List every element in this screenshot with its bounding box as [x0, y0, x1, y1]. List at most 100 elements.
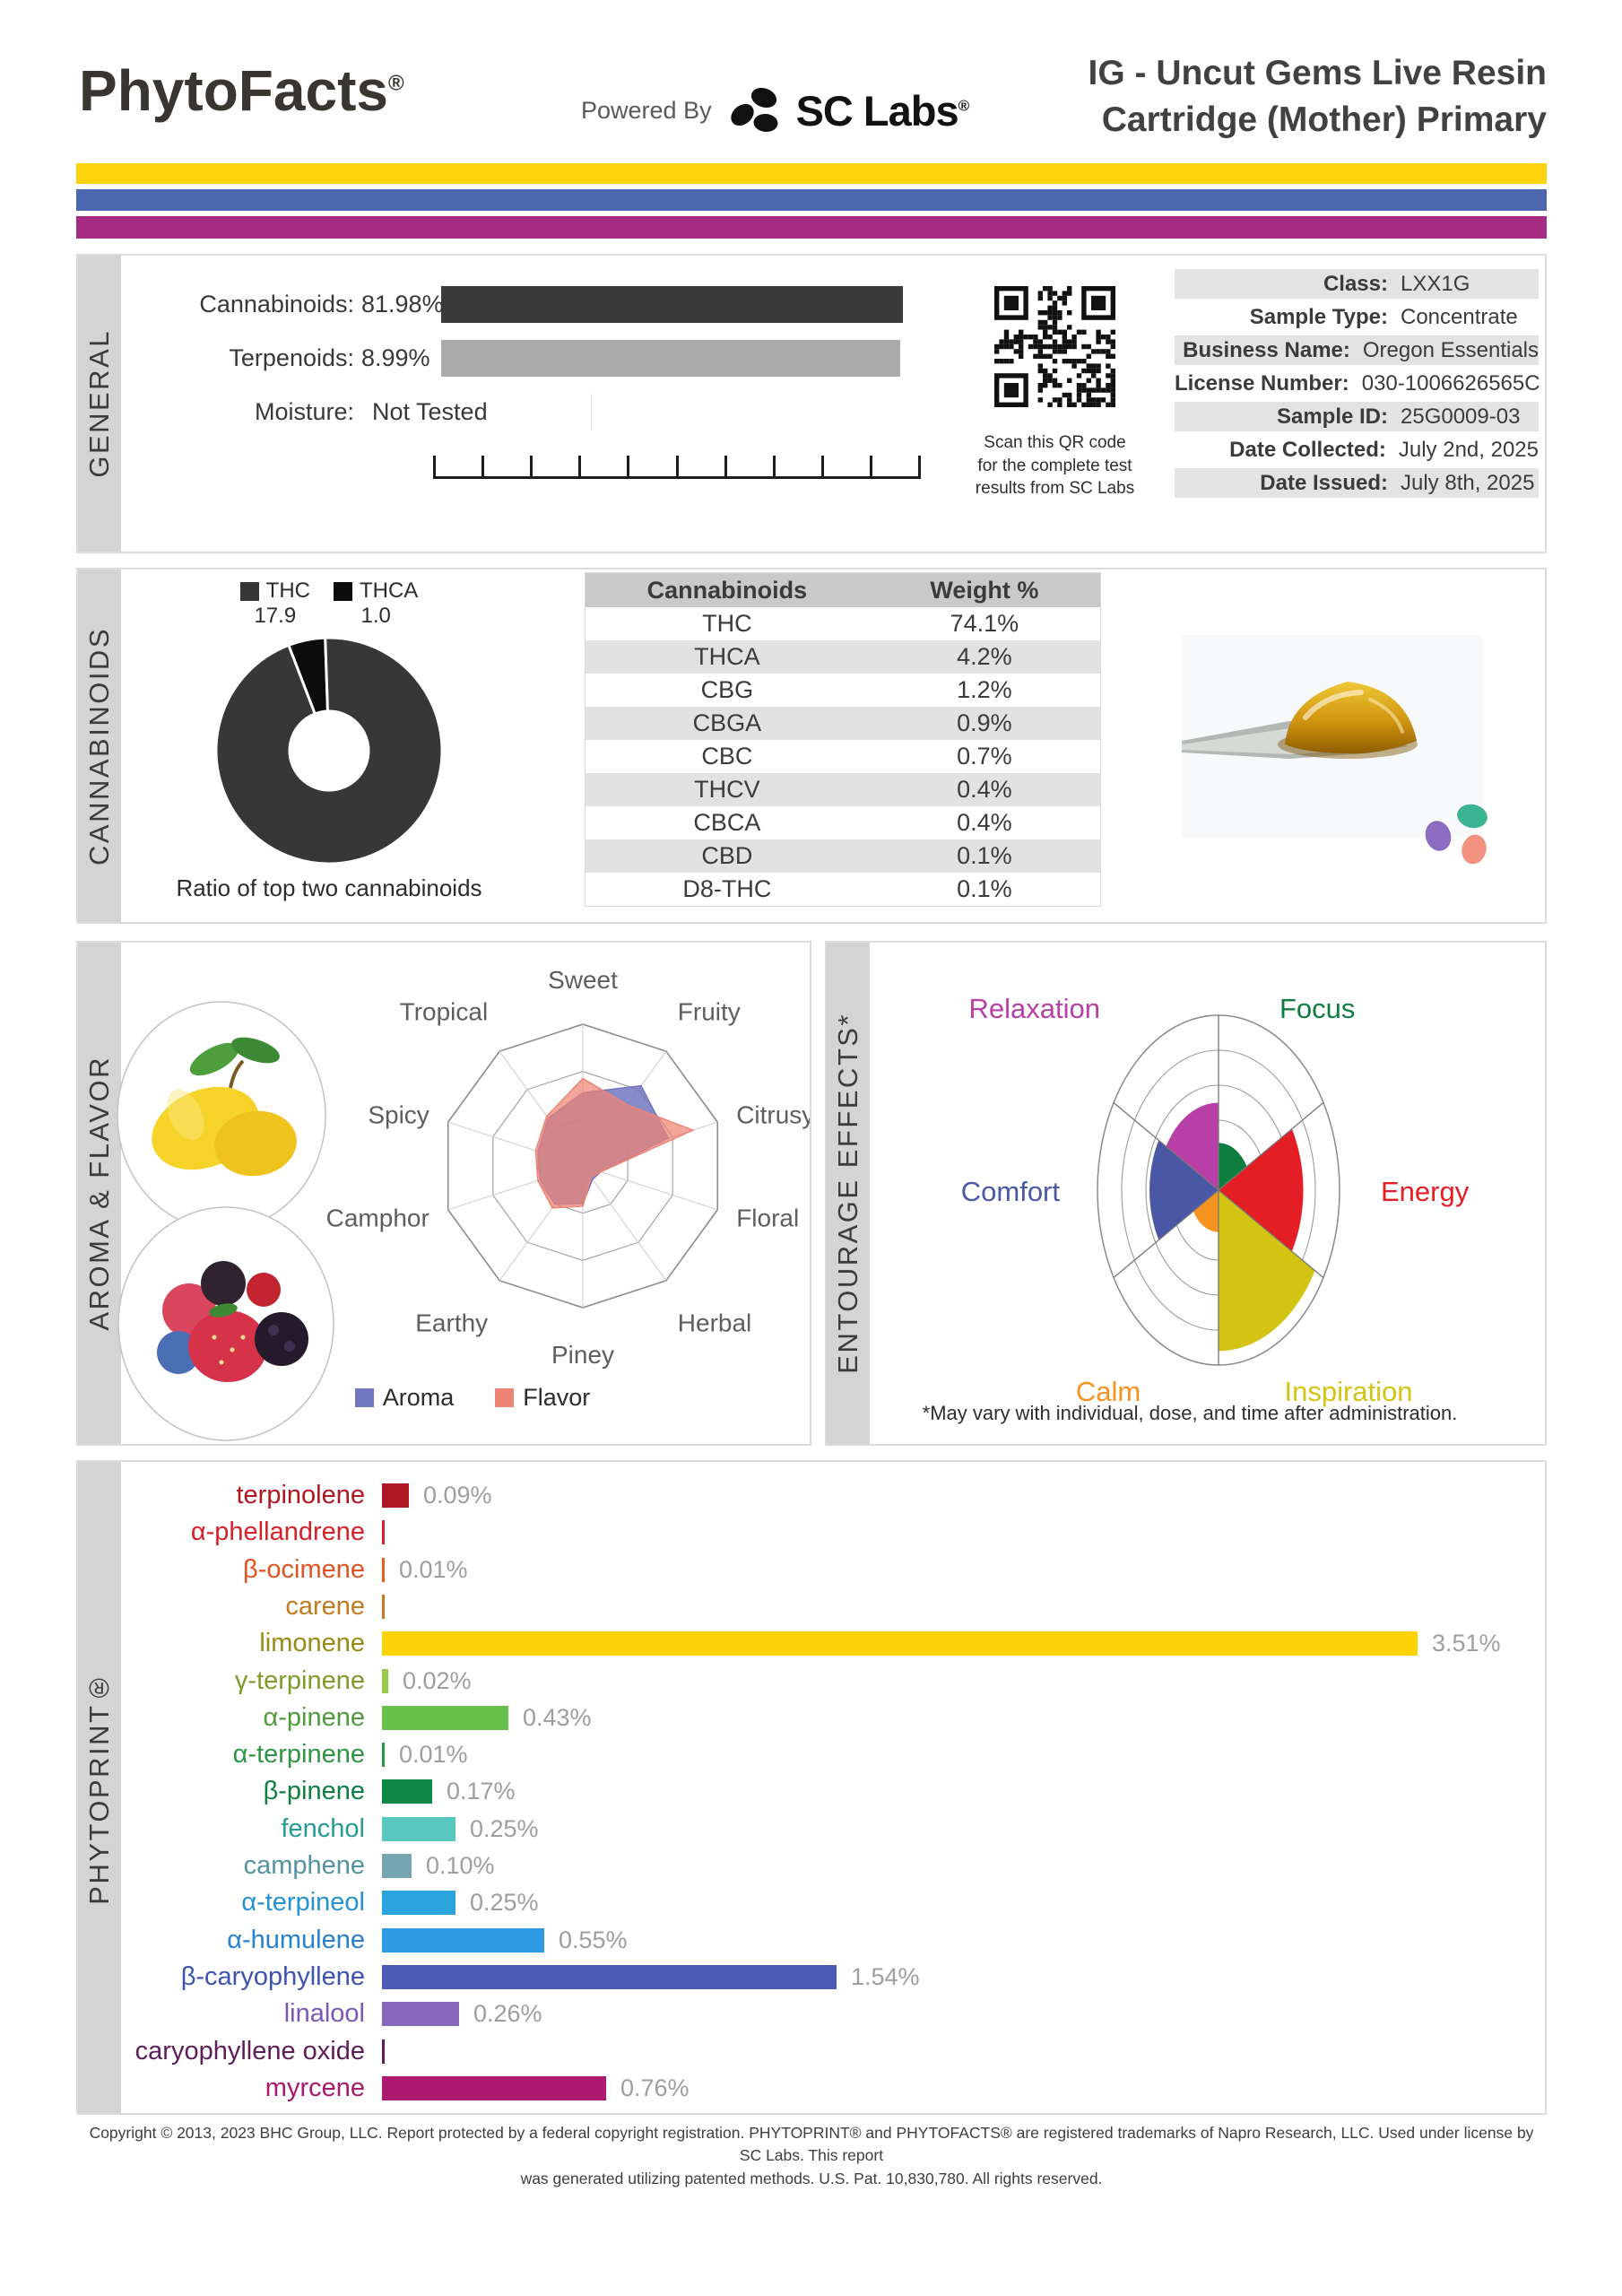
qr-module: [1003, 359, 1010, 364]
summary-value: 81.98%: [361, 291, 444, 317]
qr-module: [1037, 339, 1043, 344]
radar-axis-line: [582, 1165, 667, 1282]
qr-module: [1052, 368, 1058, 374]
aroma-flavor-radar-chart: Sweet Fruity Citrusy Floral Herbal Piney Earth…: [326, 966, 810, 1369]
aroma-reference-images: [117, 1001, 334, 1441]
lemon-image: [152, 1037, 297, 1177]
terpene-value: 0.10%: [426, 1852, 495, 1879]
terpene-value: 0.01%: [399, 1555, 468, 1583]
terpene-bar: [382, 1557, 385, 1582]
qr-module: [1100, 335, 1106, 340]
qr-module: [1096, 335, 1101, 340]
qr-module: [1081, 368, 1087, 374]
terpene-label: caryophyllene oxide: [134, 2036, 365, 2066]
qr-module: [1076, 392, 1082, 398]
terpene-bar: [382, 1668, 388, 1693]
summary-label: Terpenoids:: [229, 344, 354, 371]
legend-name: THCA: [359, 578, 419, 603]
terpene-value: 0.01%: [399, 1741, 468, 1769]
qr-module: [1110, 339, 1115, 344]
qr-module: [1106, 363, 1111, 369]
radar-axis-label: Tropical: [400, 998, 489, 1026]
terpene-row: myrcene 0.76%: [78, 2070, 1545, 2107]
legend-name: Aroma: [382, 1384, 455, 1411]
qr-module: [1071, 359, 1077, 364]
table-header-cell: Cannabinoids: [646, 576, 808, 604]
qr-module: [1047, 402, 1053, 407]
terpene-bar: [382, 1631, 1418, 1657]
terpene-bar: [382, 1594, 385, 1619]
qr-module: [1043, 329, 1048, 335]
info-value: July 2nd, 2025: [1398, 437, 1539, 462]
qr-module: [1047, 310, 1053, 316]
terpene-bar: [382, 1483, 409, 1508]
radar-axis-label: Floral: [736, 1204, 799, 1231]
qr-module: [1076, 359, 1082, 364]
legend-swatch: [239, 581, 259, 601]
terpene-label: myrcene: [265, 2073, 365, 2102]
qr-module: [1052, 305, 1058, 310]
summary-value: Not Tested: [372, 398, 488, 425]
info-row: License Number: 030-1006626565C: [1175, 369, 1540, 398]
radar-axis-label: Citrusy: [736, 1101, 810, 1129]
qr-module: [1052, 319, 1058, 326]
qr-module: [1106, 373, 1111, 378]
qr-module: [1043, 344, 1048, 350]
info-value: Concentrate: [1401, 304, 1518, 329]
qr-module: [1067, 392, 1072, 398]
donut-legend-item: THCA 1.0: [333, 578, 419, 629]
qr-module: [1028, 335, 1034, 340]
qr-module: [1110, 378, 1115, 383]
qr-module: [1071, 363, 1077, 369]
qr-module: [1067, 339, 1072, 344]
qr-module: [994, 359, 1000, 364]
qr-module: [1071, 339, 1077, 344]
cannabinoid-name: THC: [702, 610, 752, 637]
qr-module: [1013, 335, 1019, 340]
terpene-row: terpinolene 0.09%: [78, 1477, 1545, 1514]
polar-sector-calm: [1193, 1190, 1219, 1232]
qr-module: [1091, 373, 1097, 378]
qr-module: [1081, 387, 1087, 393]
qr-module: [1062, 329, 1067, 335]
qr-module: [1009, 344, 1014, 350]
qr-module: [1003, 329, 1010, 335]
info-row: Sample ID: 25G0009-03: [1175, 402, 1539, 431]
cannabinoid-name: CBCA: [693, 809, 761, 836]
effect-label-focus: Focus: [1279, 993, 1355, 1024]
terpene-bar: [382, 2039, 385, 2064]
qr-module: [1037, 397, 1043, 403]
qr-module: [1091, 349, 1097, 354]
qr-module: [1037, 325, 1043, 330]
qr-module: [1043, 353, 1048, 359]
summary-label: Moisture:: [254, 398, 354, 425]
qr-module: [1067, 397, 1072, 403]
empty-bar-origin: [591, 394, 592, 430]
qr-module: [1067, 310, 1072, 316]
qr-module: [1081, 383, 1087, 388]
terpene-row: linalool 0.26%: [78, 1996, 1545, 2032]
general-summary-row: Terpenoids: 8.99%: [139, 340, 903, 377]
qr-module: [1081, 344, 1087, 350]
title-line-2: Cartridge (Mother) Primary: [1101, 100, 1547, 139]
qr-module: [1096, 329, 1101, 335]
qr-module: [1009, 359, 1014, 364]
qr-module: [1052, 329, 1058, 335]
qr-module: [1110, 373, 1115, 378]
general-summary-row: Moisture: Not Tested: [139, 394, 903, 430]
effect-label-energy: Energy: [1381, 1176, 1470, 1207]
sclabs-logo-icon: [730, 87, 778, 133]
terpene-row: β-pinene 0.17%: [78, 1773, 1545, 1810]
terpene-row: γ-terpinene 0.02%: [78, 1663, 1545, 1700]
qr-module: [1033, 344, 1038, 350]
qr-module: [1076, 373, 1082, 378]
terpene-bar: [382, 2002, 459, 2027]
terpene-label: γ-terpinene: [234, 1665, 365, 1695]
terpene-bar: [382, 1891, 455, 1916]
info-row: Business Name: Oregon Essentials: [1175, 335, 1539, 365]
qr-module: [1057, 344, 1063, 350]
radar-legend: Aroma Flavor: [293, 1384, 652, 1412]
table-row: THCV 0.4%: [585, 773, 1100, 806]
terpene-bar: [382, 1816, 455, 1841]
donut-legend-top: THCA: [333, 578, 419, 604]
